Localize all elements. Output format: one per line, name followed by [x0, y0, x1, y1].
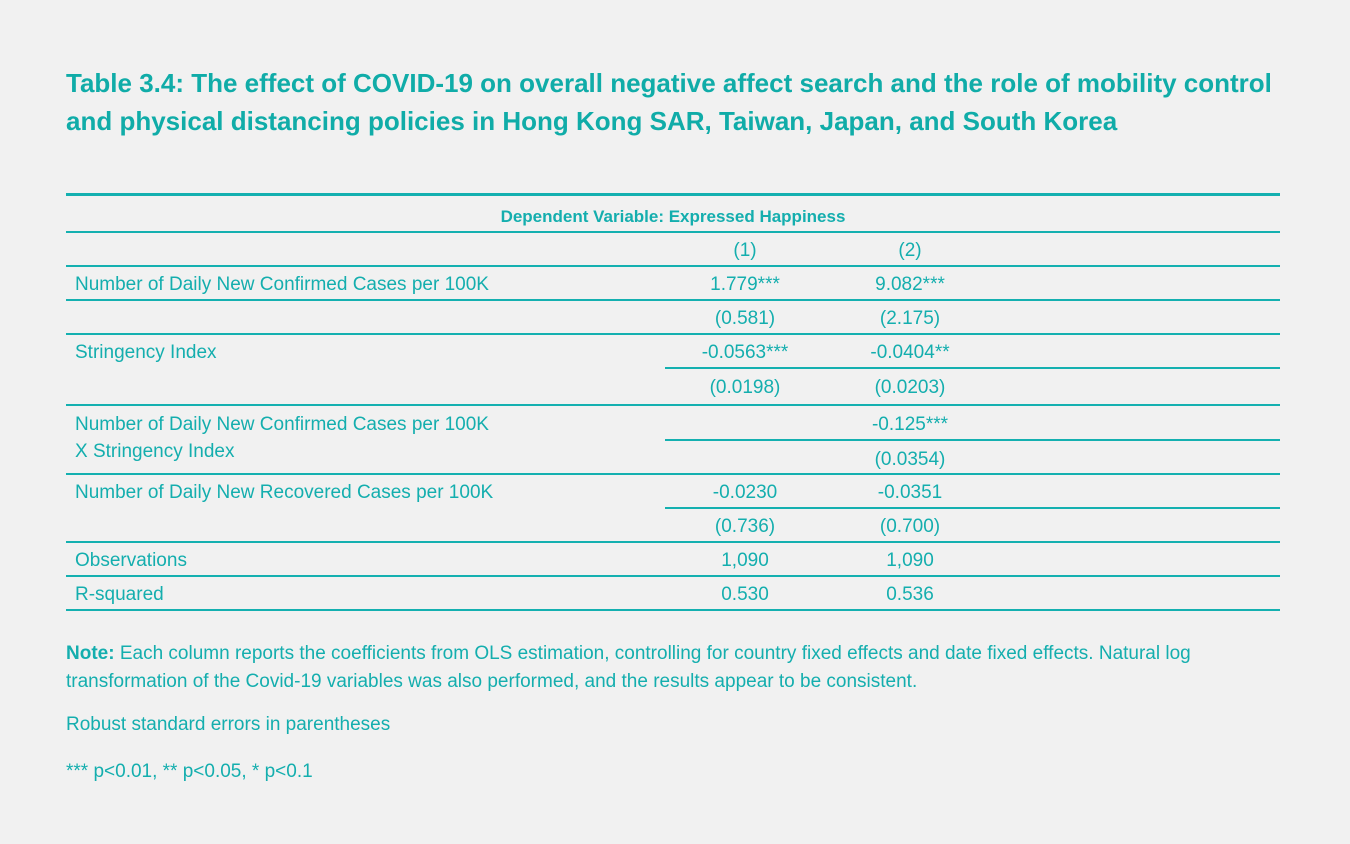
- cell-coef: -0.0404**: [870, 342, 950, 363]
- row-label-interaction-line2: X Stringency Index: [75, 441, 235, 462]
- column-header-2: (2): [898, 240, 922, 261]
- significance-note: *** p<0.01, ** p<0.05, * p<0.1: [66, 761, 313, 782]
- row-label-stringency: Stringency Index: [75, 342, 217, 363]
- divider: [665, 439, 1280, 441]
- table-top-rule: [66, 193, 1280, 196]
- cell-se: (0.736): [714, 516, 776, 537]
- divider: [66, 231, 1280, 233]
- cell-se: (0.0354): [874, 449, 946, 470]
- divider: [66, 609, 1280, 611]
- divider: [66, 299, 1280, 301]
- cell-value: 1,090: [886, 550, 934, 571]
- dependent-variable-header: Dependent Variable: Expressed Happiness: [500, 207, 846, 226]
- cell-se: (0.581): [714, 308, 776, 329]
- divider: [66, 473, 1280, 475]
- divider: [66, 541, 1280, 543]
- table-note: Note: Each column reports the coefficien…: [66, 640, 1286, 696]
- row-label-r-squared: R-squared: [75, 584, 164, 605]
- divider: [66, 404, 1280, 406]
- cell-coef: -0.0230: [712, 482, 778, 503]
- divider: [665, 367, 1280, 369]
- note-label: Note:: [66, 643, 115, 664]
- row-label-confirmed-cases: Number of Daily New Confirmed Cases per …: [75, 274, 489, 295]
- row-label-interaction: Number of Daily New Confirmed Cases per …: [75, 414, 489, 435]
- divider: [665, 507, 1280, 509]
- divider: [66, 575, 1280, 577]
- cell-value: 0.536: [886, 584, 934, 605]
- cell-value: 1,090: [721, 550, 769, 571]
- row-label-observations: Observations: [75, 550, 187, 571]
- table-title: Table 3.4: The effect of COVID-19 on ove…: [66, 68, 1272, 136]
- cell-se: (0.0198): [709, 377, 781, 398]
- cell-coef: -0.125***: [871, 414, 949, 435]
- robust-se-note: Robust standard errors in parentheses: [66, 714, 391, 735]
- column-header-1: (1): [733, 240, 757, 261]
- cell-se: (2.175): [879, 308, 941, 329]
- cell-coef: -0.0563***: [701, 342, 789, 363]
- row-label-recovered: Number of Daily New Recovered Cases per …: [75, 482, 494, 503]
- cell-coef: 1.779***: [710, 274, 780, 295]
- cell-value: 0.530: [721, 584, 769, 605]
- cell-coef: 9.082***: [875, 274, 945, 295]
- cell-se: (0.700): [879, 516, 941, 537]
- divider: [66, 333, 1280, 335]
- note-text: Each column reports the coefficients fro…: [66, 643, 1191, 692]
- cell-coef: -0.0351: [877, 482, 943, 503]
- cell-se: (0.0203): [874, 377, 946, 398]
- divider: [66, 265, 1280, 267]
